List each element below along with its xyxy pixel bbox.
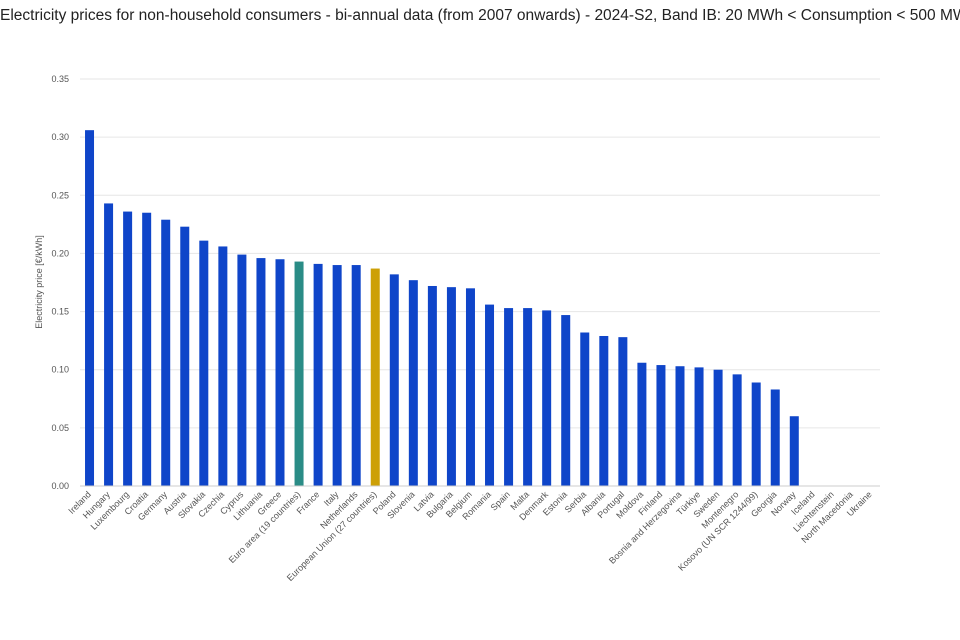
bar — [332, 265, 342, 486]
bar — [313, 263, 323, 486]
bar — [485, 304, 495, 486]
bar — [637, 362, 647, 486]
y-tick-label: 0.30 — [51, 132, 69, 142]
bar — [732, 374, 742, 486]
bar — [542, 310, 552, 486]
bar — [104, 203, 114, 486]
bar — [123, 211, 133, 486]
bar — [161, 219, 171, 486]
y-tick-label: 0.00 — [51, 481, 69, 491]
bar — [504, 308, 514, 486]
bar — [142, 212, 152, 486]
bar — [656, 365, 666, 486]
bar — [370, 268, 380, 486]
x-tick-label: Spain — [489, 489, 512, 512]
y-axis-label: Electricity price [€/kWh] — [34, 235, 44, 329]
bar — [770, 389, 780, 486]
bar — [180, 226, 190, 486]
bar — [256, 258, 266, 486]
bar — [199, 240, 209, 486]
y-tick-label: 0.10 — [51, 365, 69, 375]
grid-lines — [80, 78, 880, 429]
bar — [351, 265, 361, 486]
y-axis: 0.00 0.05 0.10 0.15 0.20 0.25 0.30 0.35 — [51, 74, 69, 491]
bar — [599, 335, 609, 486]
bar — [389, 274, 399, 486]
bar — [427, 285, 437, 486]
bar — [446, 287, 456, 486]
bar — [408, 280, 418, 486]
bar — [465, 288, 475, 486]
y-tick-label: 0.35 — [51, 74, 69, 84]
chart-title: Electricity prices for non-household con… — [0, 7, 960, 24]
bar — [713, 369, 723, 486]
bar — [580, 332, 590, 486]
bar — [751, 382, 761, 486]
bar — [561, 315, 571, 486]
bar — [237, 254, 247, 486]
bar — [618, 337, 628, 486]
bar — [218, 246, 228, 486]
bar — [523, 308, 533, 486]
y-tick-label: 0.05 — [51, 423, 69, 433]
y-tick-label: 0.20 — [51, 248, 69, 258]
bar — [675, 366, 685, 486]
bar — [85, 130, 95, 486]
x-axis: IrelandHungaryLuxembourgCroatiaGermanyAu… — [66, 489, 873, 583]
y-tick-label: 0.15 — [51, 307, 69, 317]
bar — [275, 259, 285, 486]
bar — [694, 367, 704, 486]
y-tick-label: 0.25 — [51, 190, 69, 200]
bar — [789, 416, 799, 486]
bars — [85, 130, 799, 486]
bar — [294, 261, 304, 486]
